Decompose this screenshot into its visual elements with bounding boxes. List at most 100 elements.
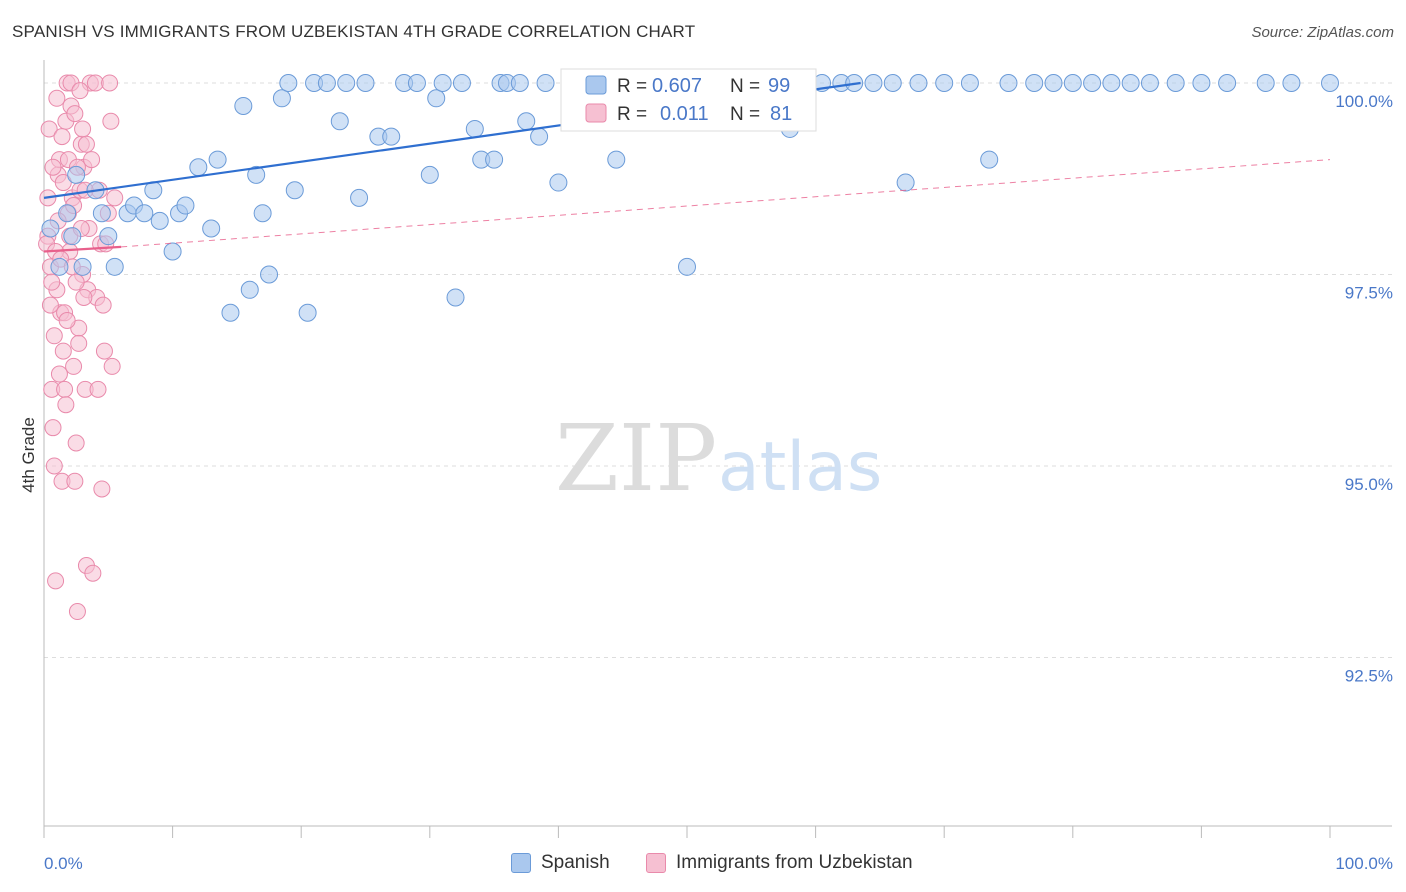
uzbekistan-point [86,74,104,92]
bottom-legend: Spanish Immigrants from Uzbekistan [0,850,1406,880]
watermark-zip: ZIP [555,405,717,512]
spanish-point [99,227,118,246]
spanish-point [285,181,304,200]
uzbekistan-point [66,105,84,123]
uzbekistan-point [83,151,101,169]
uzbekistan-point [53,128,71,146]
spanish-point [999,73,1018,92]
spanish-point [92,204,111,223]
spanish-point [896,173,915,192]
legend-n-label-spanish: N = [730,76,760,97]
series-uzbekistan-points [38,74,124,621]
spanish-point [202,219,221,238]
spanish-point [298,303,317,322]
spanish-point [407,73,426,92]
spanish-point [909,73,928,92]
legend-swatch-spanish [585,75,607,95]
chart-source: Source: ZipAtlas.com [1251,24,1394,41]
uzbekistan-point [102,112,120,130]
spanish-point [433,73,452,92]
spanish-point [221,303,240,322]
uzbekistan-point [44,158,62,176]
spanish-point [510,73,529,92]
spanish-point [150,211,169,230]
spanish-point [279,73,298,92]
uzbekistan-point [95,342,113,360]
spanish-point [260,265,279,284]
uzbekistan-point [50,365,68,383]
y-tick-label: 95.0% [1345,475,1393,494]
spanish-point [272,89,291,108]
legend-box: R = 0.607 N = 99 R = 0.011 N = 81 [560,68,817,132]
uzbekistan-point [74,120,92,138]
spanish-point [935,73,954,92]
uzbekistan-point [45,327,63,345]
spanish-point [240,280,259,299]
spanish-point [1140,73,1159,92]
uzbekistan-point [56,380,74,398]
uzbekistan-point [44,419,62,437]
spanish-point [1218,73,1237,92]
legend-r-value-uzbekistan: 0.011 [660,103,709,125]
uzbekistan-point [84,564,102,582]
uzbekistan-point [70,334,88,352]
uzbekistan-trend-line-solid [43,245,122,253]
spanish-point [1282,73,1301,92]
spanish-point [465,119,484,138]
uzbekistan-point [106,189,124,207]
y-tick-label: 97.5% [1345,283,1393,302]
spanish-point [678,257,696,276]
spanish-point [176,196,195,215]
spanish-point [63,227,82,246]
uzbekistan-point [68,603,86,621]
bottom-legend-item-uzbekistan[interactable]: Immigrants from Uzbekistan [646,852,913,874]
spanish-point [607,150,626,169]
uzbekistan-point [71,82,89,100]
spanish-point [67,165,86,184]
uzbekistan-point [65,357,83,375]
legend-r-value-spanish: 0.607 [652,75,702,97]
spanish-point [382,127,401,146]
spanish-point [980,150,999,169]
bottom-legend-label-uzbekistan: Immigrants from Uzbekistan [676,852,913,873]
spanish-point [446,288,465,307]
uzbekistan-point [43,273,61,291]
uzbekistan-point [75,288,93,306]
spanish-point [58,204,77,223]
legend-r-label-spanish: R = [617,76,647,97]
uzbekistan-point [77,135,95,153]
legend-n-label-uzbekistan: N = [730,104,760,125]
uzbekistan-point [54,342,72,360]
spanish-point [50,257,69,276]
spanish-point [960,73,979,92]
spanish-point [536,73,555,92]
spanish-point [1321,73,1339,92]
uzbekistan-point [41,296,59,314]
spanish-point [105,257,124,276]
chart-title: SPANISH VS IMMIGRANTS FROM UZBEKISTAN 4T… [12,22,696,41]
spanish-point [330,112,349,131]
bottom-legend-label-spanish: Spanish [541,852,610,873]
uzbekistan-point [89,380,107,398]
legend-n-value-spanish: 99 [768,75,790,97]
uzbekistan-point [48,89,66,107]
spanish-point [517,112,536,131]
spanish-point [1166,73,1185,92]
spanish-point [420,165,439,184]
legend-swatch-uzbekistan [585,103,607,123]
bottom-legend-item-spanish[interactable]: Spanish [511,852,610,874]
uzbekistan-point [67,434,85,452]
uzbekistan-point [94,296,112,314]
spanish-point [350,188,369,207]
x-tick-label-min: 0.0% [44,854,83,873]
spanish-point [356,73,375,92]
spanish-point [1083,73,1102,92]
watermark-atlas: atlas [718,428,882,507]
spanish-point [1063,73,1082,92]
spanish-point [1121,73,1140,92]
spanish-point [247,165,266,184]
spanish-point [1025,73,1044,92]
spanish-point [1256,73,1275,92]
spanish-point [234,96,253,115]
